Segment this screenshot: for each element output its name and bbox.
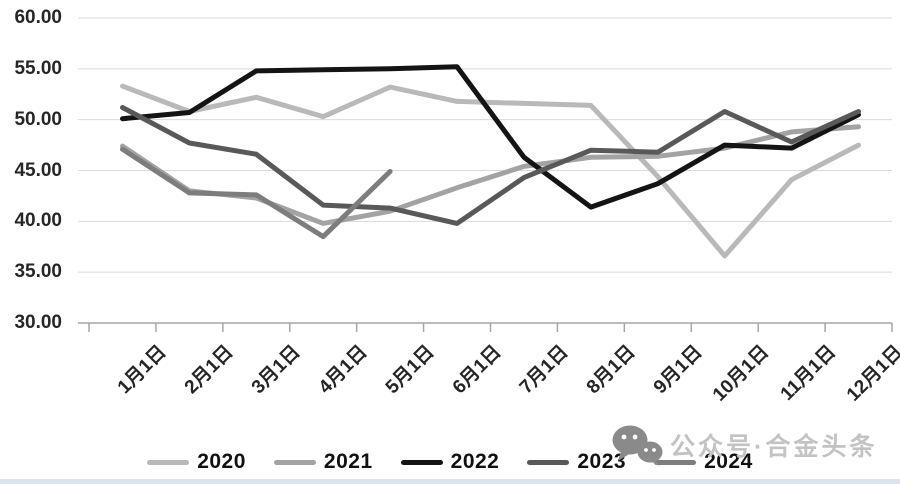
bottom-strip [0, 479, 900, 484]
series-line-2023 [120, 105, 861, 226]
y-axis-label: 50.00 [14, 108, 62, 130]
watermark: 公众号·合金头条 [610, 424, 877, 466]
x-axis-label: 10月1日 [708, 341, 774, 406]
legend-swatch [147, 459, 190, 465]
y-axis-label: 30.00 [14, 312, 62, 333]
legend-item-2021: 2021 [273, 450, 373, 474]
x-axis-label: 9月1日 [649, 341, 707, 399]
legend-item-2022: 2022 [400, 450, 500, 474]
y-axis-label: 60.00 [14, 7, 62, 28]
x-axis-label: 2月1日 [181, 341, 238, 399]
legend-label: 2022 [450, 450, 500, 473]
legend-label: 2020 [197, 450, 246, 473]
x-axis-label: 4月1日 [314, 341, 372, 399]
legend-swatch [273, 459, 316, 465]
legend-label: 2023 [577, 450, 627, 473]
x-axis-label: 5月1日 [381, 341, 439, 399]
legend-item-2024: 2024 [654, 450, 753, 474]
x-axis-label: 1月1日 [114, 341, 171, 399]
legend-item-2020: 2020 [147, 450, 246, 474]
x-axis-label: 6月1日 [448, 341, 506, 399]
y-axis-label: 45.00 [14, 159, 62, 181]
legend-label: 2024 [704, 450, 753, 473]
series-line-2021 [120, 124, 861, 226]
series-line-2020 [120, 83, 861, 259]
x-axis-label: 11月1日 [776, 341, 841, 405]
y-axis-label: 40.00 [14, 210, 62, 232]
x-axis-label: 7月1日 [515, 341, 573, 399]
x-axis-label: 12月1日 [842, 341, 900, 406]
legend: 2020 2021 2022 2023 2024 [0, 450, 900, 474]
series-line-2024 [120, 146, 393, 240]
plot-area [78, 17, 893, 332]
x-axis-label: 8月1日 [582, 341, 640, 399]
y-axis-label: 35.00 [14, 261, 62, 283]
wechat-icon [612, 425, 663, 466]
legend-swatch [527, 459, 570, 465]
legend-swatch [654, 459, 697, 465]
y-axis-label: 55.00 [14, 57, 62, 79]
legend-swatch [400, 459, 443, 465]
x-axis-label: 3月1日 [248, 341, 305, 399]
legend-item-2023: 2023 [527, 450, 626, 474]
legend-label: 2021 [323, 450, 373, 473]
series-line-2022 [120, 64, 861, 210]
watermark-text: 公众号·合金头条 [670, 433, 878, 461]
